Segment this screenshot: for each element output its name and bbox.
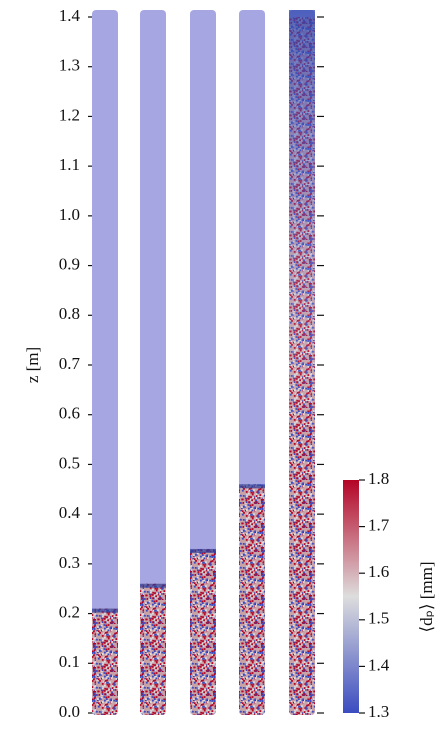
y-tick-label: 0.1 xyxy=(59,652,80,671)
particle-bed xyxy=(92,608,118,715)
y-tick-label: 0.5 xyxy=(59,453,80,472)
particle-bed xyxy=(239,484,265,715)
column-tube xyxy=(92,10,118,715)
y-tick-label: 0.9 xyxy=(59,254,80,273)
y-tick-label: 0.0 xyxy=(59,702,80,721)
colorbar xyxy=(343,480,359,713)
colorbar-tick-label: 1.7 xyxy=(368,516,390,535)
colorbar-tick-label: 1.4 xyxy=(368,655,390,674)
y-tick-label: 1.3 xyxy=(59,56,80,75)
bed-surface xyxy=(92,608,118,613)
y-tick-label: 1.1 xyxy=(59,155,80,174)
y-tick-label: 0.6 xyxy=(59,404,80,423)
y-axis-label: z [m] xyxy=(23,347,42,383)
colorbar-tick-label: 1.5 xyxy=(368,609,389,628)
y-tick-label: 1.0 xyxy=(59,205,80,224)
y-tick-label: 0.4 xyxy=(59,503,81,522)
y-tick-label: 0.7 xyxy=(59,354,81,373)
bed-surface xyxy=(190,548,216,553)
column-tube xyxy=(190,10,216,715)
column-tube xyxy=(140,10,166,715)
y-tick-label: 1.4 xyxy=(59,6,81,25)
colorbar-label: ⟨dₚ⟩ [mm] xyxy=(417,561,436,632)
y-tick-label: 0.8 xyxy=(59,304,80,323)
bed-surface xyxy=(239,484,265,489)
particle-bed xyxy=(190,548,216,715)
y-tick-label: 0.3 xyxy=(59,553,80,572)
particle-bed xyxy=(140,583,166,715)
bed-surface xyxy=(140,583,166,588)
colorbar-tick-label: 1.6 xyxy=(368,562,389,581)
colorbar-tick-label: 1.8 xyxy=(368,469,389,488)
y-tick-label: 1.2 xyxy=(59,105,80,124)
bed-fade xyxy=(289,10,315,432)
y-tick-label: 0.2 xyxy=(59,602,80,621)
colorbar-tick-label: 1.3 xyxy=(368,702,389,721)
